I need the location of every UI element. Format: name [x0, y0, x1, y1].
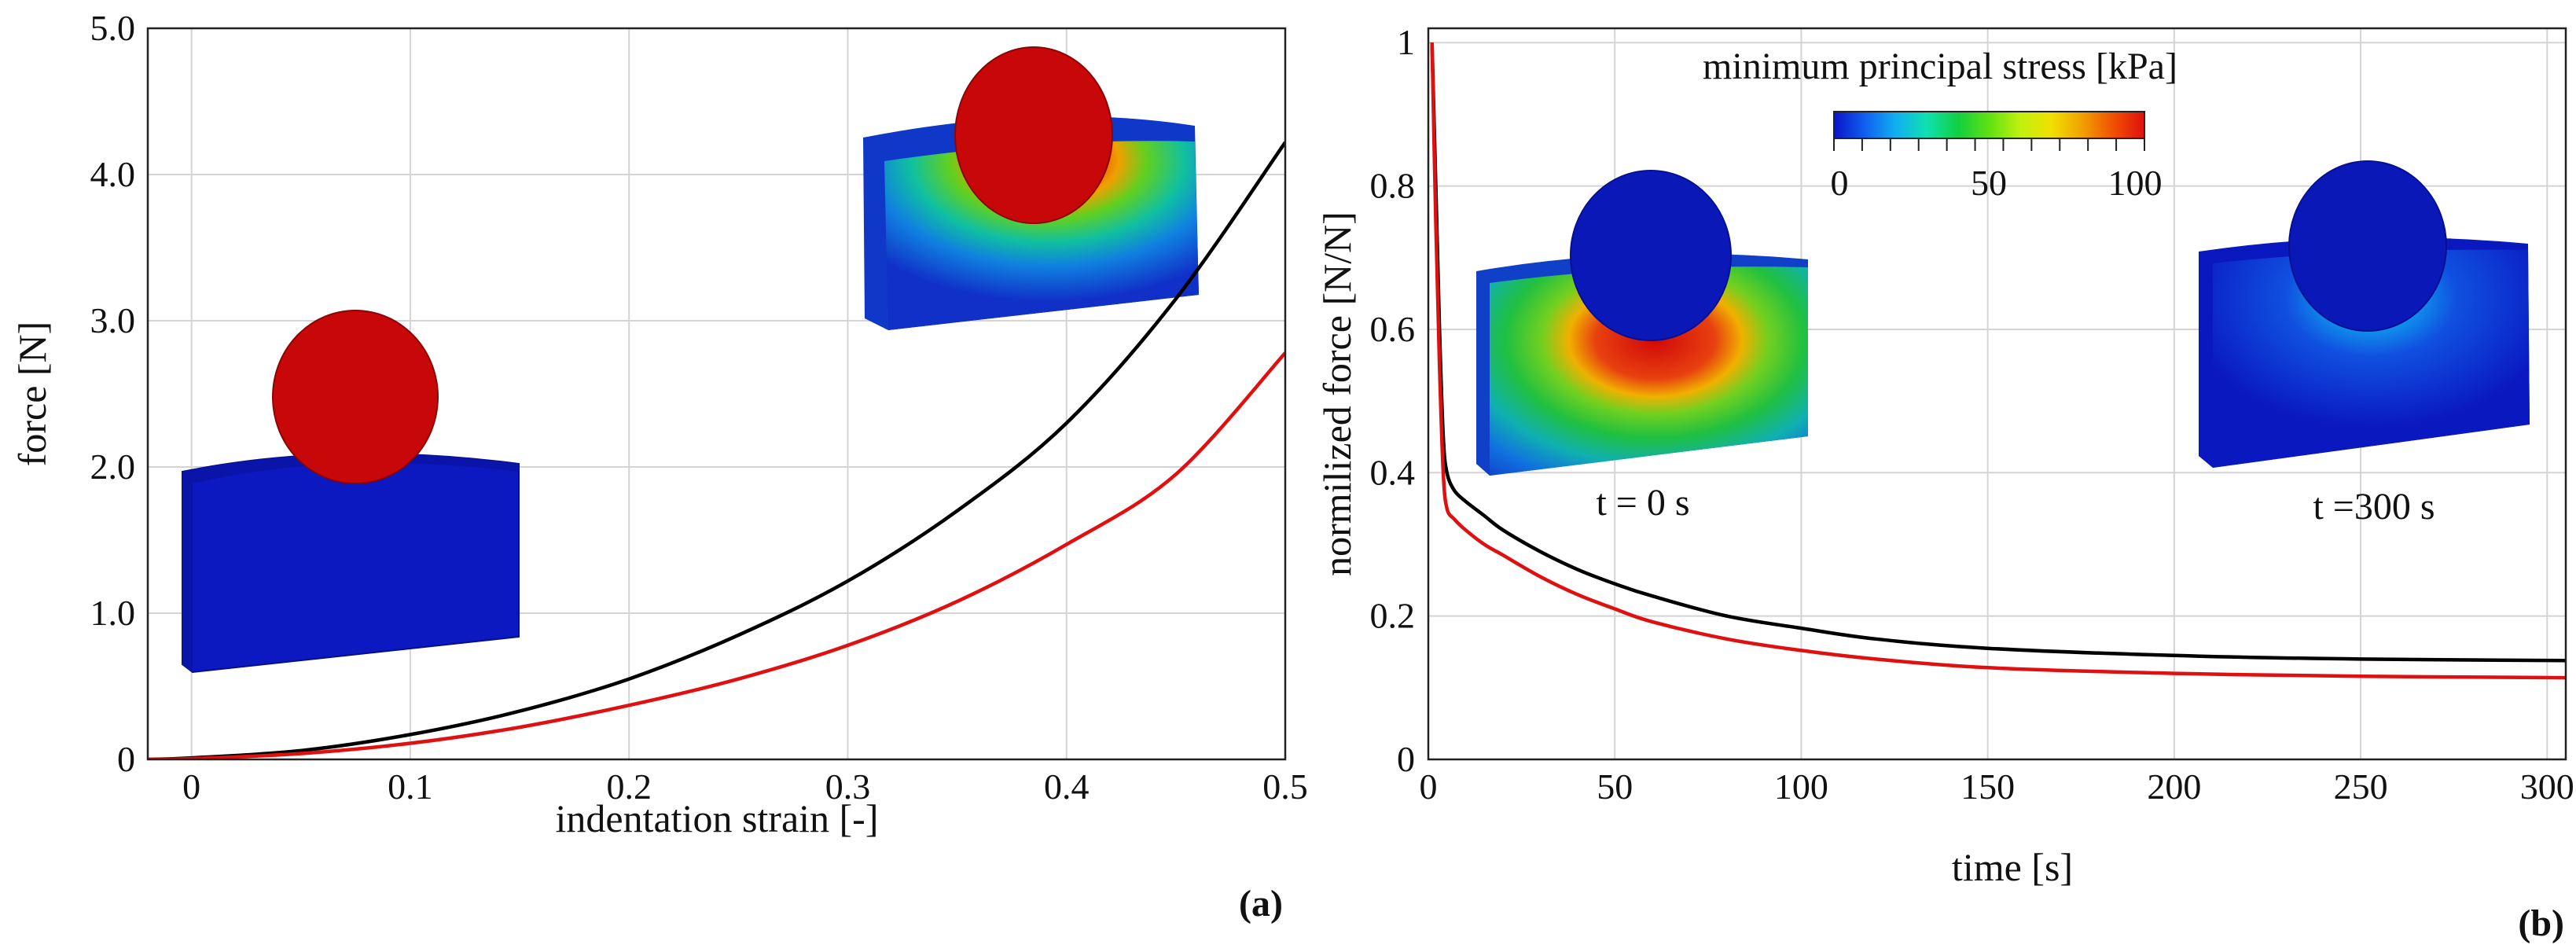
- panel-b-chart: t = 0 s t =300 s minimum principal stres…: [1315, 22, 2574, 944]
- panel-b-xtick-label: 0: [1420, 766, 1438, 807]
- colorbar-tick-label-0: 0: [1831, 163, 1849, 203]
- panel-a-xtick-label: 0: [182, 766, 200, 807]
- panel-b-series-red: [1430, 42, 2566, 680]
- panel-b-xtick-label: 100: [1774, 766, 1828, 807]
- panel-a-xtick-label: 0.3: [825, 766, 871, 807]
- panel-a-label: (a): [1239, 883, 1283, 924]
- panel-b-series: [1430, 42, 2566, 680]
- panel-a-series-red: [148, 351, 1285, 759]
- panel-b-ylabel: normilized force [N/N]: [1315, 211, 1359, 576]
- panel-a-xtick-label: 0.1: [388, 766, 433, 807]
- panel-b-ytick-label: 0: [1397, 739, 1415, 779]
- panel-a-ylabel: force [N]: [10, 322, 54, 467]
- panel-a-frame: [146, 27, 1287, 761]
- panel-a-xlabel: indentation strain [-]: [556, 796, 879, 840]
- inset-block-low-strain: [182, 310, 520, 674]
- colorbar-tick-label-100: 100: [2108, 163, 2163, 203]
- colorbar: minimum principal stress [kPa] 0 50 100: [1703, 46, 2177, 203]
- panel-a-xtick-label: 0.2: [606, 766, 652, 807]
- colorbar-ticks: [1833, 138, 2145, 151]
- panel-b-ytick-label: 0.8: [1370, 166, 1416, 206]
- red-sphere-high-strain: [954, 46, 1113, 224]
- panel-b-label: (b): [2518, 902, 2564, 944]
- panel-b-ytick-label: 0.6: [1370, 309, 1416, 349]
- panel-a-ytick-label: 1.0: [90, 593, 136, 633]
- panel-a-ytick-label: 4.0: [90, 154, 136, 194]
- panel-b-tick-labels: 0 50 100 150 200 250 300 0 0.2 0.4 0.6 0.8 1: [1370, 22, 2574, 807]
- panel-a-ytick-label: 3.0: [90, 300, 136, 340]
- panel-a-xtick-label: 0.5: [1262, 766, 1308, 807]
- panel-b-insets: t = 0 s t =300 s: [1476, 160, 2530, 527]
- blue-sphere-t300: [2288, 160, 2447, 332]
- colorbar-tick-label-50: 50: [1971, 163, 2007, 203]
- panel-b-xtick-label: 50: [1597, 766, 1633, 807]
- panel-b-xtick-label: 250: [2334, 766, 2388, 807]
- panel-b-ytick-label: 1: [1397, 22, 1415, 62]
- colorbar-gradient: [1833, 111, 2145, 139]
- annotation-t300: t =300 s: [2313, 486, 2435, 527]
- annotation-t0: t = 0 s: [1596, 482, 1689, 524]
- panel-a-ytick-label: 0: [117, 739, 135, 779]
- panel-a-insets: [182, 46, 1199, 674]
- panel-b-ytick-label: 0.4: [1370, 452, 1416, 492]
- panel-a-series-black: [148, 141, 1285, 759]
- colorbar-title: minimum principal stress [kPa]: [1703, 46, 2177, 87]
- panel-a-ytick-label: 2.0: [90, 447, 136, 487]
- inset-block-t300: [2199, 160, 2530, 468]
- red-sphere-low-strain: [272, 310, 439, 484]
- panel-b-frame: [1427, 27, 2567, 761]
- panel-b-xtick-label: 200: [2147, 766, 2201, 807]
- panel-a-ytick-label: 5.0: [90, 8, 136, 48]
- blue-sphere-t0: [1570, 170, 1732, 341]
- panel-a-chart: 0 0.1 0.2 0.3 0.4 0.5 0 1.0 2.0 3.0 4.0 5.0 indenta…: [10, 8, 1308, 924]
- panel-b-xlabel: time [s]: [1952, 845, 2073, 889]
- panel-a-series: [148, 141, 1285, 759]
- panel-b-xtick-label: 300: [2520, 766, 2574, 807]
- inset-block-t0: [1476, 170, 1808, 476]
- panel-b-ytick-label: 0.2: [1370, 596, 1416, 636]
- inset-block-high-strain: [863, 46, 1199, 330]
- panel-a-xtick-label: 0.4: [1044, 766, 1090, 807]
- panel-b-xtick-label: 150: [1960, 766, 2015, 807]
- panel-a-tick-labels: 0 0.1 0.2 0.3 0.4 0.5 0 1.0 2.0 3.0 4.0 5.0: [90, 8, 1308, 807]
